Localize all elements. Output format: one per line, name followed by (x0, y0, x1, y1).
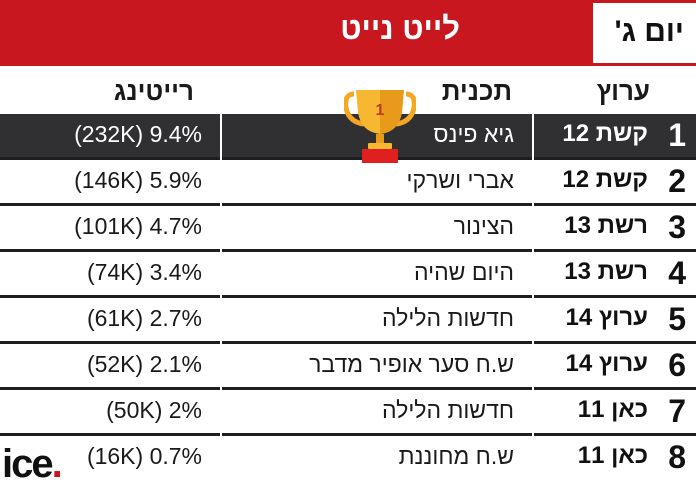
show-cell: ש.ח מחוננת (222, 436, 532, 482)
show-cell: היום שהיה (222, 252, 532, 298)
channel-cell: ערוץ 14 6 (534, 344, 696, 390)
table-row: (61K) 2.7% חדשות הלילה ערוץ 14 5 (0, 298, 696, 344)
rating-cell: (16K) 0.7% (0, 436, 220, 482)
column-header-show: תכנית (441, 76, 512, 106)
channel-cell: כאן 11 7 (534, 390, 696, 436)
rank-number: 3 (668, 209, 686, 245)
show-name: ש.ח סער אופיר מדבר (309, 351, 514, 377)
show-cell: אברי ושרקי (222, 160, 532, 206)
rating-cell: (146K) 5.9% (0, 160, 220, 206)
rating-cell: (74K) 3.4% (0, 252, 220, 298)
channel-name: רשת 13 (564, 212, 648, 239)
page-title: לייט נייט (340, 11, 460, 46)
rating-value: (232K) 9.4% (74, 121, 202, 147)
rating-value: (101K) 4.7% (74, 213, 202, 239)
table-row: (232K) 9.4% גיא פינס קשת 12 1 (0, 114, 696, 160)
rating-cell: (61K) 2.7% (0, 298, 220, 344)
channel-name: ערוץ 14 (565, 304, 649, 331)
table-row: (52K) 2.1% ש.ח סער אופיר מדבר ערוץ 14 6 (0, 344, 696, 390)
rank-number: 7 (668, 393, 686, 429)
show-cell: ש.ח סער אופיר מדבר (222, 344, 532, 390)
channel-name: קשת 12 (562, 166, 648, 193)
day-box: יום ג' (590, 0, 696, 66)
column-header-channel: ערוץ (596, 76, 650, 106)
rating-cell: (232K) 9.4% (0, 114, 220, 160)
rating-value: (146K) 5.9% (74, 167, 202, 193)
rating-cell: (52K) 2.1% (0, 344, 220, 390)
rating-cell: (50K) 2% (0, 390, 220, 436)
channel-cell: ערוץ 14 5 (534, 298, 696, 344)
show-cell: חדשות הלילה (222, 298, 532, 344)
show-name: הצינור (453, 213, 514, 239)
rating-value: (16K) 0.7% (86, 443, 202, 469)
day-label: יום ג' (614, 15, 684, 48)
channel-cell: רשת 13 4 (534, 252, 696, 298)
channel-cell: רשת 13 3 (534, 206, 696, 252)
rating-cell: (101K) 4.7% (0, 206, 220, 252)
table-row: (50K) 2% חדשות הלילה כאן 11 7 (0, 390, 696, 436)
table-row: (101K) 4.7% הצינור רשת 13 3 (0, 206, 696, 252)
channel-name: כאן 11 (577, 442, 648, 469)
trophy-rank-label: 1 (376, 102, 385, 119)
rating-value: (74K) 3.4% (86, 259, 202, 285)
show-name: חדשות הלילה (382, 305, 514, 331)
channel-cell: כאן 11 8 (534, 436, 696, 482)
channel-cell: קשת 12 1 (534, 114, 696, 160)
rank-number: 2 (668, 163, 686, 199)
trophy-icon: 1 (344, 90, 416, 163)
header-bar: לייט נייט יום ג' (0, 0, 696, 66)
rank-number: 5 (668, 301, 686, 337)
rank-number: 1 (668, 117, 686, 153)
header-red-band: לייט נייט (0, 0, 590, 66)
table-row: (16K) 0.7% ש.ח מחוננת כאן 11 8 (0, 436, 696, 482)
rank-number: 6 (668, 347, 686, 383)
show-name: ש.ח מחוננת (398, 443, 514, 469)
channel-name: רשת 13 (564, 258, 648, 285)
rank-number: 4 (668, 255, 686, 291)
rating-value: (61K) 2.7% (86, 305, 202, 331)
show-name: היום שהיה (414, 259, 514, 285)
channel-name: קשת 12 (562, 120, 648, 147)
show-cell: הצינור (222, 206, 532, 252)
column-header-rating: רייטינג (113, 76, 194, 106)
channel-name: כאן 11 (577, 396, 648, 423)
table-row: (74K) 3.4% היום שהיה רשת 13 4 (0, 252, 696, 298)
show-cell: חדשות הלילה (222, 390, 532, 436)
channel-name: ערוץ 14 (565, 350, 649, 377)
show-name: חדשות הלילה (382, 397, 514, 423)
channel-cell: קשת 12 2 (534, 160, 696, 206)
table-row: (146K) 5.9% אברי ושרקי קשת 12 2 (0, 160, 696, 206)
show-name: אברי ושרקי (406, 167, 514, 193)
rank-number: 8 (668, 439, 686, 475)
show-name: גיא פינס (433, 121, 514, 147)
rating-value: (52K) 2.1% (86, 351, 202, 377)
rating-value: (50K) 2% (106, 397, 202, 423)
ice-logo: ice. (2, 442, 63, 486)
